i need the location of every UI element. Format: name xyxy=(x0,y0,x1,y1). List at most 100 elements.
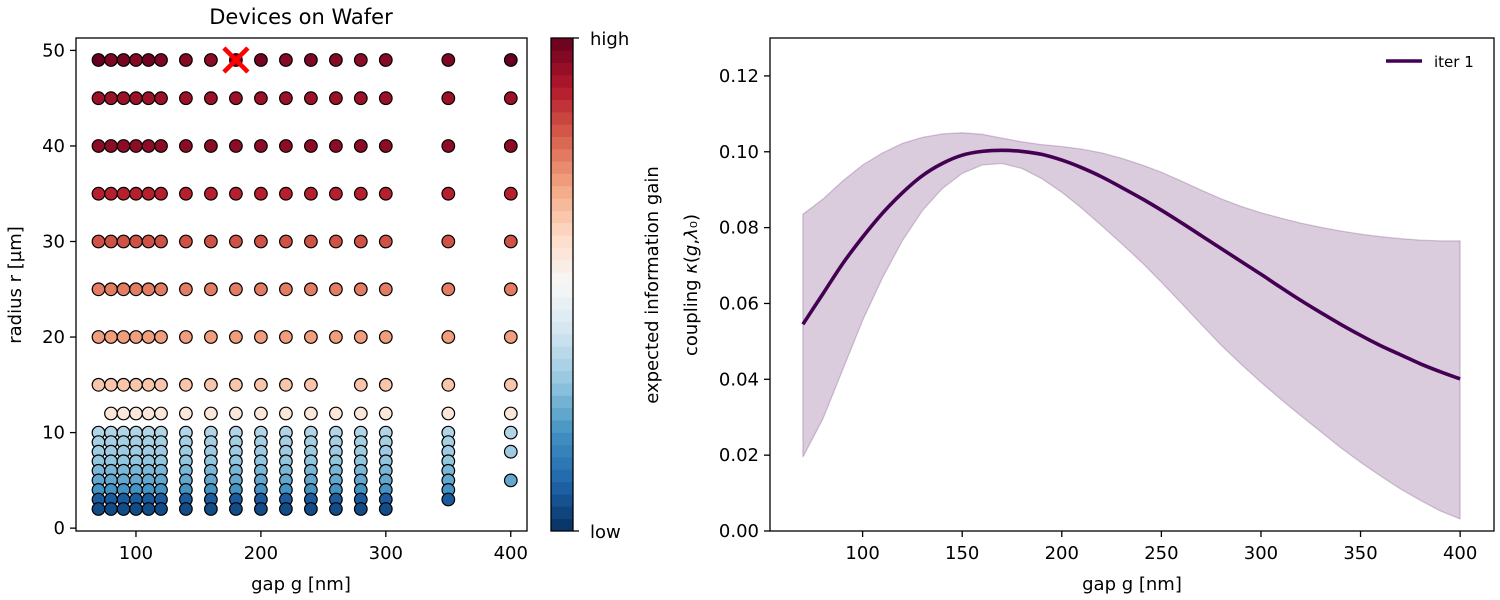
colorbar-band xyxy=(551,457,573,470)
x-tick-label: 300 xyxy=(1244,543,1278,564)
device-point xyxy=(154,377,168,392)
device-point xyxy=(441,186,456,201)
x-tick-label: 350 xyxy=(1343,543,1377,564)
colorbar-band xyxy=(551,74,573,88)
device-point xyxy=(141,282,156,297)
device-point xyxy=(228,406,243,421)
device-point xyxy=(279,186,293,201)
colorbar-band xyxy=(551,506,573,520)
scatter-panel: Devices on Wafer 100 200 300 400 0 10 20 30 40 5… xyxy=(5,5,528,595)
colorbar-band xyxy=(551,395,573,409)
device-point xyxy=(228,139,243,153)
colorbar-band xyxy=(551,136,573,150)
device-point xyxy=(203,186,218,201)
colorbar-band xyxy=(551,346,573,359)
device-point xyxy=(503,473,518,488)
device-point xyxy=(378,377,393,392)
device-point xyxy=(304,234,318,249)
colorbar-band xyxy=(551,50,573,64)
device-point xyxy=(503,186,518,201)
device-point xyxy=(141,53,156,67)
coupling-y-ticks: 0.00 0.02 0.04 0.06 0.08 0.10 0.12 xyxy=(719,66,770,542)
colorbar-band xyxy=(551,494,573,507)
colorbar-band xyxy=(551,383,573,396)
device-point xyxy=(154,406,168,421)
device-point xyxy=(178,282,193,297)
device-point xyxy=(141,406,156,421)
device-point xyxy=(353,139,368,153)
device-point xyxy=(378,139,393,153)
device-point xyxy=(203,139,218,153)
device-point xyxy=(129,186,143,201)
device-point xyxy=(104,53,118,67)
device-point xyxy=(91,282,106,297)
device-point xyxy=(116,377,131,392)
device-point xyxy=(178,377,193,392)
colorbar-band xyxy=(551,444,573,458)
device-point xyxy=(178,139,193,153)
device-point xyxy=(154,502,168,516)
y-tick-label: 0.02 xyxy=(719,445,759,466)
coupling-y-axis-label: coupling κ(g,λ₀) xyxy=(681,214,702,356)
device-point xyxy=(279,377,293,392)
coupling-plot-frame xyxy=(769,37,1495,532)
device-point xyxy=(203,234,218,249)
device-point xyxy=(91,377,106,392)
selected-device-marker xyxy=(222,46,250,74)
device-point xyxy=(304,282,318,297)
scatter-y-axis-label: radius r [µm] xyxy=(5,226,26,344)
colorbar-band xyxy=(551,161,573,174)
device-point xyxy=(154,139,168,153)
device-point xyxy=(329,53,343,67)
x-tick-label: 150 xyxy=(945,543,979,564)
x-tick-label: 400 xyxy=(1443,543,1477,564)
device-point xyxy=(141,186,156,201)
device-point xyxy=(441,282,456,297)
y-tick-label: 50 xyxy=(42,40,65,61)
device-point xyxy=(253,186,268,201)
x-tick-label: 100 xyxy=(119,543,153,564)
device-point xyxy=(279,406,293,421)
device-point xyxy=(91,53,106,67)
device-point xyxy=(91,234,106,249)
device-point xyxy=(503,330,518,344)
device-point xyxy=(503,425,518,440)
device-point xyxy=(503,406,518,421)
device-point xyxy=(116,139,131,153)
device-point xyxy=(329,406,343,421)
device-point xyxy=(378,186,393,201)
device-point xyxy=(304,502,318,516)
colorbar-band xyxy=(551,284,573,298)
device-point xyxy=(141,139,156,153)
device-point xyxy=(441,330,456,344)
colorbar-band xyxy=(551,481,573,495)
scatter-x-axis-label: gap g [nm] xyxy=(251,574,351,595)
device-point xyxy=(178,91,193,106)
device-point xyxy=(178,53,193,67)
y-tick-label: 0 xyxy=(54,518,65,539)
device-point xyxy=(104,330,118,344)
device-point xyxy=(228,377,243,392)
device-point xyxy=(353,53,368,67)
device-point xyxy=(203,53,218,67)
device-point xyxy=(378,234,393,249)
device-point xyxy=(228,91,243,106)
device-point xyxy=(116,53,131,67)
device-point xyxy=(154,282,168,297)
colorbar-band xyxy=(551,173,573,187)
selected-device-cross xyxy=(222,46,250,74)
device-point xyxy=(253,502,268,516)
device-point xyxy=(304,377,318,392)
device-point xyxy=(178,406,193,421)
device-point xyxy=(178,186,193,201)
colorbar-frame xyxy=(550,37,574,532)
colorbar-band xyxy=(551,333,573,347)
y-tick-label: 0.12 xyxy=(719,66,759,87)
device-point xyxy=(253,377,268,392)
device-point xyxy=(203,330,218,344)
device-point xyxy=(441,53,456,67)
device-point xyxy=(353,186,368,201)
colorbar-band xyxy=(551,198,573,211)
mean-line-iter-1 xyxy=(801,148,1461,381)
scatter-x-ticks: 100 200 300 400 xyxy=(119,531,528,564)
